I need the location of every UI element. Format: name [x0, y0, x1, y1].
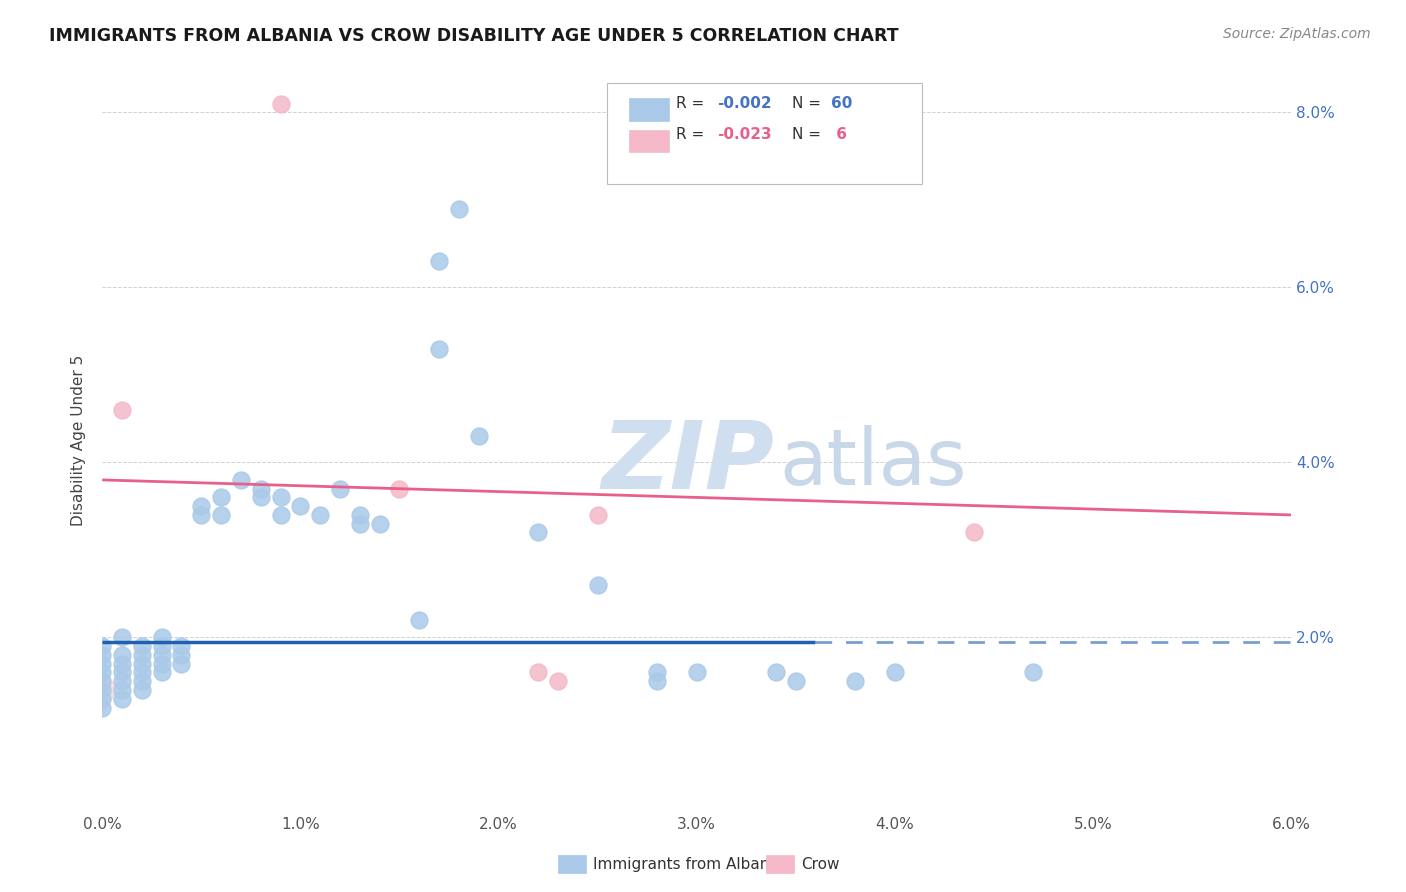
Text: R =: R = [676, 128, 710, 142]
Text: N =: N = [792, 96, 825, 111]
Point [844, 674, 866, 689]
Point [170, 648, 193, 662]
Point [270, 96, 292, 111]
Point [170, 657, 193, 671]
Point [91, 700, 114, 714]
Point [111, 674, 134, 689]
Text: N =: N = [792, 128, 825, 142]
Point [131, 657, 153, 671]
Text: 6: 6 [831, 128, 846, 142]
Point [131, 674, 153, 689]
Point [111, 403, 134, 417]
Point [1022, 665, 1045, 680]
Point [150, 648, 173, 662]
Point [765, 665, 787, 680]
Point [685, 665, 707, 680]
Point [645, 665, 668, 680]
Point [131, 648, 153, 662]
Point [150, 665, 173, 680]
Point [111, 691, 134, 706]
Point [270, 491, 292, 505]
Point [150, 639, 173, 653]
Point [170, 639, 193, 653]
Point [91, 691, 114, 706]
Point [785, 674, 807, 689]
Point [329, 482, 352, 496]
Point [111, 631, 134, 645]
Point [963, 525, 986, 540]
Point [131, 639, 153, 653]
Point [111, 648, 134, 662]
Point [209, 508, 232, 522]
Point [91, 683, 114, 698]
Point [645, 674, 668, 689]
Point [131, 683, 153, 698]
Point [150, 631, 173, 645]
Text: Crow: Crow [801, 857, 839, 871]
Point [527, 665, 550, 680]
Point [91, 648, 114, 662]
Y-axis label: Disability Age Under 5: Disability Age Under 5 [72, 355, 86, 526]
Point [270, 508, 292, 522]
Point [91, 657, 114, 671]
Text: Source: ZipAtlas.com: Source: ZipAtlas.com [1223, 27, 1371, 41]
Point [447, 202, 470, 216]
Point [111, 657, 134, 671]
Point [209, 491, 232, 505]
Point [111, 665, 134, 680]
Point [388, 482, 411, 496]
Point [150, 657, 173, 671]
Point [586, 578, 609, 592]
Text: IMMIGRANTS FROM ALBANIA VS CROW DISABILITY AGE UNDER 5 CORRELATION CHART: IMMIGRANTS FROM ALBANIA VS CROW DISABILI… [49, 27, 898, 45]
Point [427, 254, 450, 268]
Text: ZIP: ZIP [602, 417, 775, 508]
Point [91, 674, 114, 689]
Point [349, 516, 371, 531]
Point [427, 342, 450, 356]
Text: R =: R = [676, 96, 710, 111]
Point [547, 674, 569, 689]
Text: -0.002: -0.002 [717, 96, 772, 111]
FancyBboxPatch shape [607, 83, 922, 184]
Point [249, 491, 271, 505]
Point [91, 683, 114, 698]
Point [190, 499, 212, 513]
Point [131, 665, 153, 680]
FancyBboxPatch shape [628, 129, 669, 152]
Point [91, 665, 114, 680]
Text: atlas: atlas [780, 425, 967, 500]
Point [229, 473, 252, 487]
Text: Immigrants from Albania: Immigrants from Albania [593, 857, 783, 871]
Point [309, 508, 332, 522]
Point [111, 683, 134, 698]
Point [586, 508, 609, 522]
Point [527, 525, 550, 540]
FancyBboxPatch shape [628, 98, 669, 120]
Point [91, 639, 114, 653]
Point [467, 429, 489, 443]
Point [883, 665, 905, 680]
Point [190, 508, 212, 522]
Text: -0.023: -0.023 [717, 128, 772, 142]
Point [249, 482, 271, 496]
Point [290, 499, 312, 513]
Text: 60: 60 [831, 96, 852, 111]
Point [408, 613, 430, 627]
Point [368, 516, 391, 531]
Point [349, 508, 371, 522]
